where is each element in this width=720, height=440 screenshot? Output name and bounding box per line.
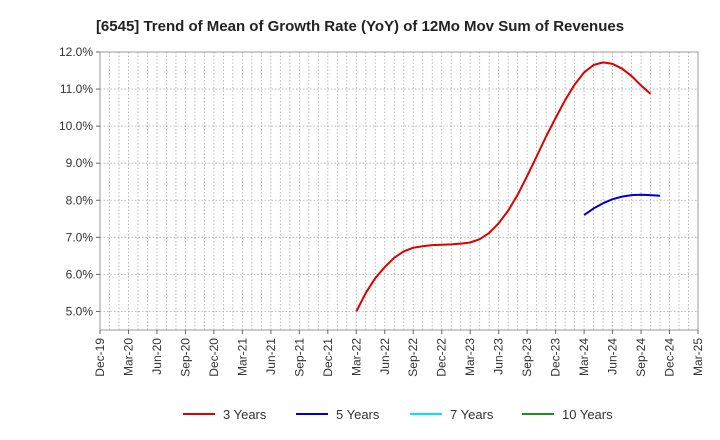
x-tick-label: Mar-22	[349, 338, 363, 376]
grid	[100, 51, 698, 330]
legend-label-10-years: 10 Years	[562, 407, 613, 422]
x-tick-label: Dec-22	[435, 338, 449, 377]
x-tick-label: Sep-23	[520, 338, 534, 377]
x-tick-label: Sep-21	[292, 338, 306, 377]
x-axis: Dec-19 Mar-20 Jun-20 Sep-20 Dec-20 Mar-21 Jun-…	[93, 330, 705, 377]
y-tick-label: 5.0%	[66, 304, 94, 318]
x-tick-label: Mar-23	[463, 338, 477, 376]
x-tick-label: Sep-20	[178, 338, 192, 377]
chart-title: [6545] Trend of Mean of Growth Rate (YoY…	[96, 18, 624, 35]
x-tick-label: Sep-24	[634, 338, 648, 377]
x-tick-label: Dec-24	[663, 338, 677, 377]
y-tick-label: 6.0%	[66, 267, 94, 281]
series-line-5-years	[583, 193, 661, 216]
y-axis: 5.0% 6.0% 7.0% 8.0% 9.0% 10.0% 11.0% 12.0%	[59, 45, 100, 318]
x-tick-label: Dec-19	[93, 338, 107, 377]
x-tick-label: Dec-21	[321, 338, 335, 377]
legend-label-7-years: 7 Years	[450, 407, 494, 422]
x-tick-label: Mar-24	[577, 338, 591, 376]
x-tick-label: Sep-22	[406, 338, 420, 377]
legend: 3 Years 5 Years 7 Years 10 Years	[183, 407, 613, 422]
x-tick-label: Mar-21	[235, 338, 249, 376]
legend-label-5-years: 5 Years	[336, 407, 380, 422]
x-tick-label: Jun-20	[150, 338, 164, 375]
y-tick-label: 9.0%	[66, 156, 94, 170]
y-tick-label: 10.0%	[59, 119, 93, 133]
y-tick-label: 11.0%	[60, 82, 93, 96]
x-tick-label: Jun-22	[378, 338, 392, 375]
y-tick-label: 7.0%	[66, 230, 94, 244]
x-tick-label: Jun-24	[606, 338, 620, 375]
series-line-3-years	[355, 61, 652, 312]
x-tick-label: Jun-21	[264, 338, 278, 375]
x-tick-label: Dec-20	[207, 338, 221, 377]
x-tick-label: Dec-23	[549, 338, 563, 377]
legend-label-3-years: 3 Years	[223, 407, 267, 422]
plot-area	[99, 51, 699, 331]
y-tick-label: 8.0%	[66, 193, 94, 207]
y-tick-label: 12.0%	[59, 45, 93, 59]
series-lines	[355, 61, 661, 312]
x-tick-label: Mar-20	[121, 338, 135, 376]
x-tick-label: Mar-25	[691, 338, 705, 376]
x-tick-label: Jun-23	[492, 338, 506, 375]
